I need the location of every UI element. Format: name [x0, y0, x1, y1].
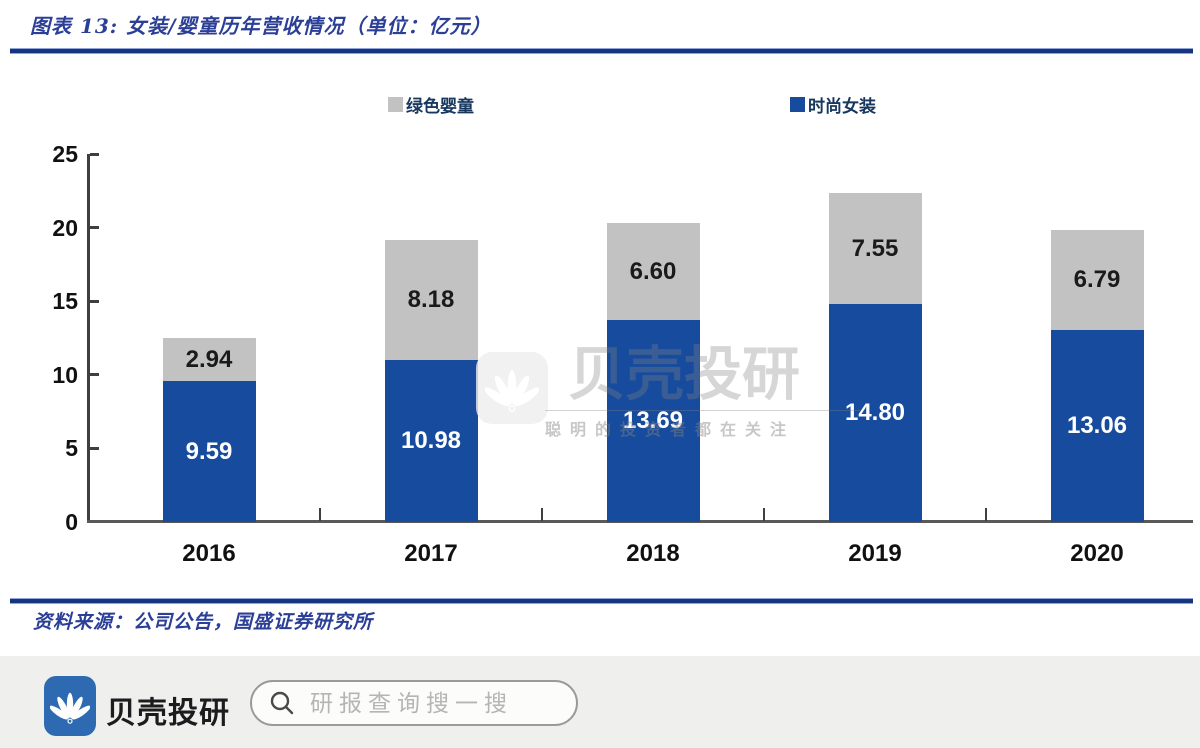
bar-segment-绿色婴童-2017: 8.18: [384, 240, 478, 360]
x-axis-tick: [541, 508, 543, 521]
title-divider-rule: [10, 48, 1193, 54]
y-axis-tick-label: 25: [52, 141, 78, 167]
y-axis-tick: [90, 373, 99, 377]
y-axis-tick-label: 0: [65, 509, 78, 535]
y-axis-tick: [90, 446, 99, 450]
bar-value-label: 9.59: [185, 437, 233, 465]
bar-value-label: 8.18: [407, 286, 455, 313]
bar-segment-时尚女装-2020: 13.06: [1050, 330, 1144, 522]
legend-item-green-infant: 绿色婴童: [388, 92, 474, 117]
brand-name: 贝壳投研: [106, 697, 230, 730]
x-axis-label-2019: 2019: [848, 540, 902, 567]
bar-value-label: 14.80: [844, 399, 906, 426]
search-input[interactable]: [308, 688, 572, 718]
y-axis-tick: [90, 226, 99, 230]
bar-value-label: 6.79: [1073, 266, 1121, 293]
footer-bar: 贝壳投研: [0, 656, 1200, 748]
bar-value-label: 13.69: [622, 407, 684, 434]
bar-segment-绿色婴童-2019: 7.55: [828, 193, 922, 304]
bar-value-label: 10.98: [400, 427, 462, 454]
y-axis-tick: [90, 299, 99, 303]
x-axis-label-2018: 2018: [626, 540, 680, 567]
y-axis-line: [87, 154, 90, 522]
y-axis-tick-label: 15: [52, 288, 78, 315]
legend-label: 绿色婴童: [406, 97, 474, 117]
bar-segment-绿色婴童-2018: 6.60: [606, 223, 700, 320]
figure-title: 图表 13: 女装/婴童历年营收情况（单位：亿元）: [30, 14, 492, 38]
source-note: 资料来源：公司公告，国盛证券研究所: [33, 611, 374, 633]
legend-swatch-blue: [790, 97, 805, 112]
bar-value-label: 2.94: [185, 345, 233, 373]
bar-segment-时尚女装-2016: 9.59: [162, 381, 256, 522]
y-axis-tick: [90, 152, 99, 156]
legend-swatch-gray: [388, 97, 403, 112]
bar-segment-时尚女装-2018: 13.69: [606, 320, 700, 522]
bar-value-label: 6.60: [629, 257, 677, 285]
bar-value-label: 7.55: [851, 234, 899, 262]
legend-item-fashion-women: 时尚女装: [790, 92, 876, 117]
chart-plot: 0 5 10 15 20 25 9.59 2.94 2016 10.98 8.18 2017 13.69…: [52, 141, 1193, 567]
bar-segment-时尚女装-2019: 14.80: [828, 304, 922, 522]
bar-segment-时尚女装-2017: 10.98: [384, 360, 478, 522]
x-axis-label-2016: 2016: [182, 540, 236, 567]
x-axis-label-2020: 2020: [1070, 540, 1124, 567]
bar-value-label: 13.06: [1066, 412, 1128, 439]
y-axis-tick-label: 10: [52, 361, 78, 388]
x-axis-tick: [319, 508, 321, 521]
bar-segment-绿色婴童-2016: 2.94: [162, 338, 256, 381]
bar-segment-绿色婴童-2020: 6.79: [1050, 230, 1144, 330]
x-axis-tick: [763, 508, 765, 521]
source-divider-rule: [10, 598, 1193, 604]
x-axis-tick: [985, 508, 987, 521]
brand-shell-icon: [44, 676, 96, 736]
y-axis-tick-label: 5: [65, 435, 78, 462]
legend-label: 时尚女装: [808, 97, 876, 117]
search-box[interactable]: [250, 680, 578, 726]
search-icon: [268, 689, 296, 717]
x-axis-label-2017: 2017: [404, 540, 458, 567]
y-axis-tick-label: 20: [52, 214, 78, 241]
